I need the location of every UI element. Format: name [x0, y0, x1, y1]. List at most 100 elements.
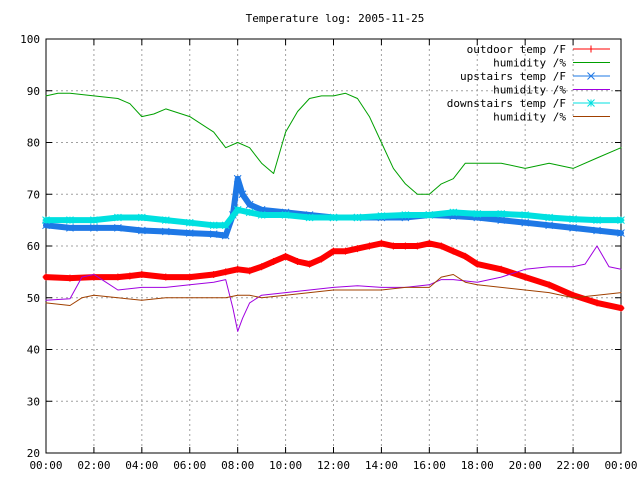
data-point: [461, 252, 469, 260]
data-point: [161, 216, 170, 224]
legend-label: humidity /%: [493, 111, 566, 124]
x-tick-label: 08:00: [221, 459, 254, 472]
data-point: [126, 272, 134, 280]
data-point: [617, 229, 625, 237]
data-point: [521, 211, 530, 219]
data-point: [238, 190, 247, 199]
data-point: [377, 212, 386, 220]
x-tick-label: 16:00: [413, 459, 446, 472]
data-point: [473, 260, 481, 268]
y-tick-label: 40: [27, 344, 40, 357]
legend-label: upstairs temp /F: [460, 70, 566, 83]
series-line: [43, 175, 624, 239]
series-3: [45, 245, 622, 332]
x-tick-label: 00:00: [604, 459, 637, 472]
legend-label: downstairs temp /F: [447, 97, 566, 110]
data-point: [258, 263, 266, 271]
series: [42, 92, 625, 332]
data-point: [66, 224, 74, 232]
chart-title: Temperature log: 2005-11-25: [246, 12, 425, 25]
axes: 20 30 40 50 60 70 80 90 100 00:00 02:00 04:00 06:00 0…: [20, 33, 637, 472]
data-point: [593, 216, 601, 224]
data-point: [246, 267, 254, 275]
data-point: [545, 221, 553, 230]
data-point: [245, 200, 254, 209]
data-point: [114, 273, 122, 281]
data-point: [569, 224, 577, 232]
data-point: [222, 268, 230, 276]
data-point: [569, 215, 577, 223]
x-tick-label: 22:00: [557, 459, 590, 472]
x-tick-label: 14:00: [365, 459, 398, 472]
y-tick-label: 90: [27, 85, 40, 98]
data-point: [318, 255, 326, 263]
data-point: [353, 213, 362, 222]
data-point: [137, 213, 146, 222]
data-point: [365, 242, 373, 250]
data-point: [42, 216, 50, 224]
data-point: [245, 208, 254, 217]
series-line: [45, 274, 622, 306]
data-point: [449, 247, 457, 255]
y-tick-label: 60: [27, 240, 40, 253]
data-point: [545, 281, 553, 289]
legend-label: humidity /%: [493, 84, 566, 97]
series-line: [45, 92, 622, 195]
x-tick-label: 20:00: [509, 459, 542, 472]
x-tick-label: 06:00: [173, 459, 206, 472]
data-point: [521, 218, 530, 227]
data-point: [210, 270, 218, 278]
data-point: [234, 265, 242, 273]
data-point: [162, 273, 170, 281]
grid: [46, 39, 621, 453]
data-point: [305, 213, 314, 222]
data-point: [282, 252, 290, 260]
y-tick-label: 20: [27, 447, 40, 460]
data-point: [221, 221, 230, 230]
data-point: [425, 239, 433, 247]
data-point: [138, 270, 146, 278]
data-point: [437, 242, 445, 250]
x-tick-label: 00:00: [29, 459, 62, 472]
data-point: [497, 210, 506, 218]
data-point: [401, 242, 409, 250]
data-point: [545, 213, 553, 222]
legend-marker: [587, 72, 595, 80]
x-tick-label: 10:00: [269, 459, 302, 472]
data-point: [137, 226, 146, 235]
data-point: [593, 299, 601, 307]
data-point: [185, 218, 194, 227]
data-point: [186, 273, 194, 281]
data-point: [185, 229, 194, 237]
data-point: [497, 216, 506, 224]
data-point: [521, 273, 529, 281]
data-point: [617, 216, 625, 224]
data-point: [330, 247, 337, 255]
data-point: [257, 211, 266, 219]
series-0: [42, 239, 625, 312]
data-point: [90, 216, 98, 224]
data-point: [389, 242, 397, 250]
y-tick-label: 80: [27, 137, 40, 150]
data-point: [329, 213, 338, 222]
x-tick-label: 04:00: [125, 459, 158, 472]
series-5: [45, 274, 622, 306]
data-point: [341, 247, 349, 255]
data-point: [473, 210, 482, 218]
data-point: [294, 258, 302, 266]
data-point: [90, 224, 98, 232]
data-point: [66, 274, 74, 282]
data-point: [161, 227, 170, 236]
data-point: [233, 205, 242, 214]
data-point: [66, 216, 74, 224]
x-tick-label: 18:00: [461, 459, 494, 472]
data-point: [353, 245, 361, 253]
x-tick-label: 02:00: [77, 459, 110, 472]
data-point: [617, 304, 625, 312]
data-point: [497, 265, 505, 273]
data-point: [449, 208, 458, 217]
legend-label: outdoor temp /F: [467, 43, 566, 56]
data-point: [233, 174, 242, 183]
